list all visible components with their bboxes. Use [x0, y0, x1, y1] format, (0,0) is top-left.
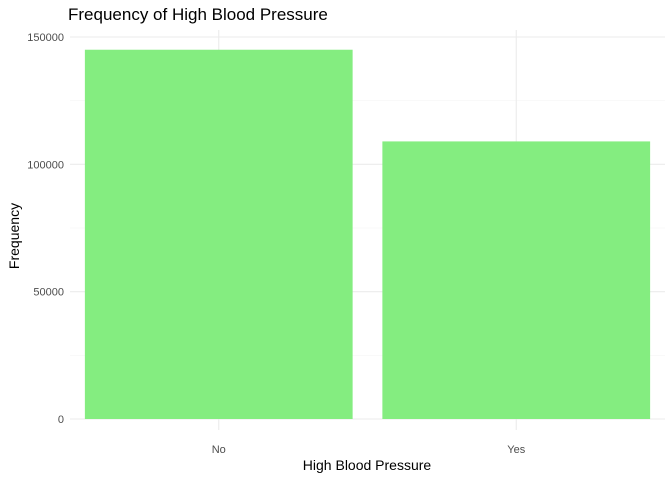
y-tick-label: 100000	[27, 159, 64, 171]
x-axis-title: High Blood Pressure	[303, 457, 432, 473]
y-axis-title: Frequency	[6, 203, 22, 269]
y-tick-label: 150000	[27, 32, 64, 44]
bar-yes	[382, 141, 651, 419]
chart-title: Frequency of High Blood Pressure	[68, 5, 328, 24]
bars	[84, 49, 651, 419]
y-tick-label: 50000	[33, 287, 64, 299]
x-tick-label: No	[212, 444, 226, 456]
y-tick-label: 0	[58, 414, 64, 426]
x-tick-label: Yes	[507, 444, 525, 456]
bar-no	[84, 49, 353, 419]
x-axis-ticks: No Yes	[212, 444, 526, 456]
y-axis-ticks: 0 50000 100000 150000	[27, 32, 64, 426]
